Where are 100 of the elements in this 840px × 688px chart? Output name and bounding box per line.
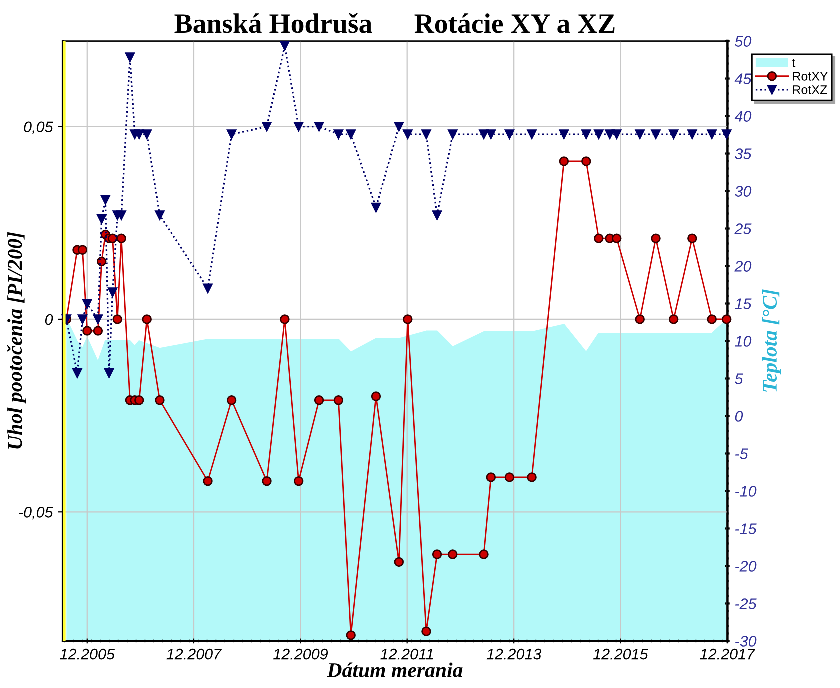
y-tick-label: 0,05: [24, 122, 54, 134]
point: [527, 472, 537, 482]
point: [72, 368, 82, 378]
point: [707, 314, 717, 324]
y2-tick-label: -30: [736, 636, 757, 647]
point: [112, 314, 122, 324]
point: [612, 234, 622, 244]
point: [96, 256, 107, 267]
y2-tick-label: -15: [736, 524, 757, 534]
point: [422, 626, 432, 636]
point: [594, 234, 604, 244]
point: [104, 368, 114, 378]
y2-tick-label: -10: [736, 486, 757, 497]
point: [125, 52, 136, 62]
point: [78, 314, 88, 324]
point: [346, 630, 356, 640]
point: [527, 130, 537, 140]
legend-label: RotXZ: [793, 86, 828, 94]
point: [394, 557, 404, 568]
point: [93, 326, 104, 336]
y2-tick-label: 50: [735, 36, 752, 47]
point: [651, 130, 661, 140]
point: [334, 396, 344, 406]
point: [722, 130, 732, 140]
y2-tick-label: -25: [736, 598, 757, 610]
point: [448, 550, 458, 560]
y2-tick-label: 15: [735, 298, 752, 310]
x-tick-label: 12.2007: [166, 648, 222, 660]
point: [479, 550, 489, 560]
y-tick-label: -0,05: [19, 507, 54, 520]
point: [262, 476, 272, 486]
point: [371, 202, 382, 213]
y2-tick-label: 30: [735, 186, 752, 197]
point: [422, 130, 432, 140]
y2-tick-label: -5: [736, 448, 748, 460]
point: [635, 314, 645, 324]
point: [432, 210, 442, 220]
point: [605, 130, 615, 140]
point: [294, 476, 304, 486]
y2-tick-label: 45: [734, 74, 752, 84]
point: [294, 122, 304, 132]
point: [280, 314, 290, 324]
point: [226, 396, 237, 406]
point: [394, 122, 404, 132]
y2-tick-label: 40: [734, 111, 752, 122]
point: [612, 130, 622, 140]
point: [486, 130, 496, 140]
x-tick-label: 12.2005: [60, 648, 116, 660]
point: [100, 195, 111, 205]
point: [371, 392, 382, 402]
point: [594, 130, 604, 140]
point: [203, 284, 213, 294]
point: [262, 122, 272, 132]
y2-tick-label: 0: [735, 411, 744, 422]
point: [668, 314, 679, 324]
point: [82, 326, 92, 336]
point: [722, 314, 732, 324]
x-tick-label: 12.2017: [700, 648, 756, 660]
chart-title: Banská Hodruša Rotácie XY a XZ: [174, 13, 615, 34]
y2-axis-title: Teplota [°C]: [762, 290, 782, 392]
point: [688, 234, 698, 244]
point: [134, 396, 144, 406]
legend-label: RotXY: [793, 72, 828, 81]
point: [226, 130, 237, 140]
legend-label: t: [792, 59, 796, 68]
point: [403, 314, 413, 324]
y2-tick-label: 35: [735, 148, 752, 160]
point: [707, 130, 717, 140]
point: [346, 130, 356, 140]
y-tick-label: 0: [45, 314, 54, 326]
point: [486, 472, 496, 482]
point: [334, 130, 344, 140]
point: [635, 130, 645, 140]
x-tick-label: 12.2011: [380, 648, 434, 660]
y2-tick-label: 5: [735, 374, 744, 384]
point: [403, 130, 413, 140]
point: [142, 314, 152, 324]
point: [504, 130, 515, 140]
x-tick-label: 12.2013: [486, 648, 542, 660]
point: [142, 130, 152, 140]
point: [134, 130, 144, 140]
point: [155, 210, 165, 220]
x-tick-label: 12.2015: [593, 648, 648, 660]
point: [280, 41, 290, 51]
point: [96, 214, 107, 224]
point: [479, 130, 489, 140]
point: [582, 130, 592, 140]
x-tick-label: 12.2009: [274, 648, 328, 660]
point: [651, 234, 661, 244]
point: [582, 156, 592, 166]
point: [108, 288, 118, 298]
point: [559, 130, 570, 140]
point: [82, 299, 92, 309]
point: [559, 156, 570, 166]
point: [78, 245, 88, 255]
point: [314, 122, 324, 132]
point: [116, 234, 126, 244]
point: [668, 130, 679, 140]
point: [448, 130, 458, 140]
point: [314, 396, 324, 406]
